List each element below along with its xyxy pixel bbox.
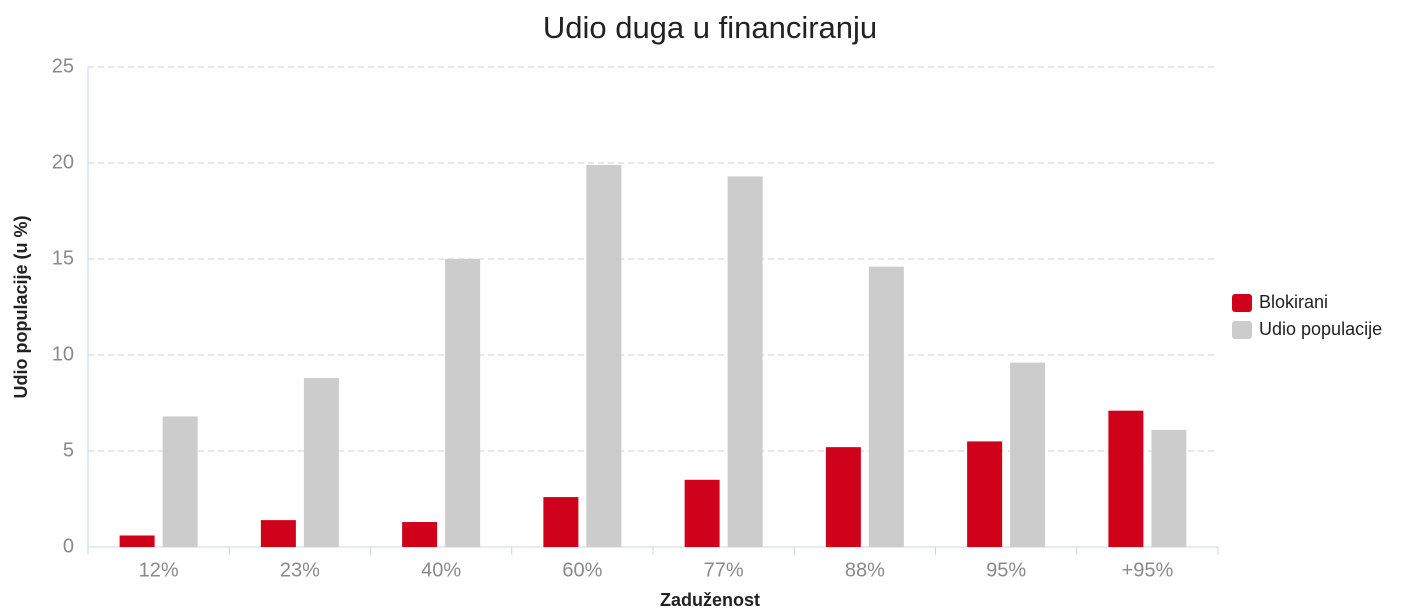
bar xyxy=(543,497,579,547)
bar xyxy=(162,416,198,547)
legend-swatch xyxy=(1232,294,1252,312)
y-tick-label: 20 xyxy=(52,151,74,173)
chart-title: Udio duga u financiranju xyxy=(543,10,877,45)
bar xyxy=(727,176,763,547)
bar xyxy=(684,479,720,547)
bar xyxy=(1151,429,1187,547)
x-tick-label: 40% xyxy=(421,559,461,581)
y-tick-label: 15 xyxy=(52,247,74,269)
bar xyxy=(868,266,904,547)
x-tick-label: 88% xyxy=(845,559,885,581)
bar xyxy=(402,522,438,547)
y-tick-label: 5 xyxy=(63,439,74,461)
legend-swatch xyxy=(1232,321,1252,339)
bar xyxy=(119,535,155,547)
y-tick-label: 25 xyxy=(52,55,74,77)
x-tick-label: 12% xyxy=(139,559,179,581)
x-tick-label: +95% xyxy=(1122,559,1174,581)
legend-label: Blokirani xyxy=(1259,292,1328,312)
y-axis-label: Udio populacije (u %) xyxy=(11,215,31,398)
bar xyxy=(303,378,339,547)
bar xyxy=(825,447,861,547)
bar xyxy=(967,441,1003,547)
y-tick-label: 10 xyxy=(52,343,74,365)
legend-label: Udio populacije xyxy=(1259,319,1382,339)
x-tick-label: 77% xyxy=(704,559,744,581)
bar xyxy=(445,259,481,547)
bar xyxy=(586,164,622,548)
bar xyxy=(1010,362,1046,547)
x-axis-label: Zaduženost xyxy=(660,590,760,608)
bar xyxy=(1108,410,1144,547)
x-tick-label: 23% xyxy=(280,559,320,581)
x-tick-label: 60% xyxy=(562,559,602,581)
y-tick-label: 0 xyxy=(63,535,74,557)
bar xyxy=(260,520,296,547)
x-tick-label: 95% xyxy=(986,559,1026,581)
